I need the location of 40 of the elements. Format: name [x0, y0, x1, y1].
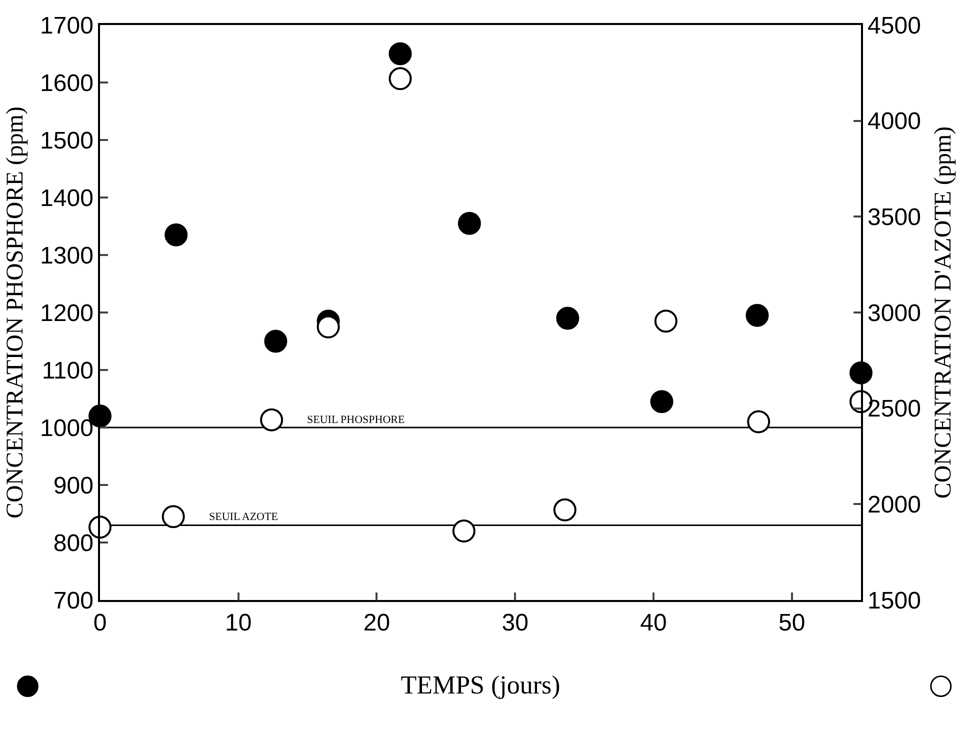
y-tick-label: 1500	[40, 127, 94, 154]
y-tick-label: 1000	[40, 414, 94, 442]
ref-line-label: SEUIL AZOTE	[209, 511, 278, 523]
ref-line-label: SEUIL PHOSPHORE	[307, 414, 405, 426]
point	[458, 212, 481, 235]
y2-tick-label: 2000	[868, 492, 921, 519]
point	[260, 408, 284, 432]
y-tick-label: 1100	[42, 357, 94, 384]
y2-tick-label: 4000	[868, 108, 921, 136]
y-tick-label: 1200	[40, 300, 94, 327]
point	[388, 42, 412, 66]
y-tick-label: 1300	[40, 242, 94, 270]
x-tick-label: 50	[778, 610, 806, 637]
y-tick-label: 1700	[40, 12, 94, 40]
y2-tick-label: 4500	[868, 12, 921, 40]
point	[556, 306, 580, 330]
y-tick-label: 900	[53, 472, 94, 500]
x-tick-label: 10	[225, 610, 252, 637]
x-tick-label: 40	[640, 610, 667, 637]
y-axis-title: CONCENTRATION PHOSPHORE (ppm)	[2, 106, 29, 519]
y2-tick-label: 1500	[868, 587, 921, 614]
point	[164, 223, 188, 246]
point	[264, 330, 288, 353]
y2-tick-label: 3500	[868, 204, 921, 232]
y-tick-label: 1400	[40, 184, 94, 212]
point	[747, 410, 770, 434]
point	[746, 304, 769, 327]
point	[316, 315, 340, 338]
y2-axis-title: CONCENTRATION D'AZOTE (ppm)	[930, 126, 957, 499]
x-tick-label: 20	[363, 610, 390, 637]
x-tick-label: 0	[93, 610, 107, 637]
y2-tick-label: 2500	[868, 396, 921, 423]
y-tick-label: 1600	[40, 70, 94, 97]
x-axis-title: TEMPS (jours)	[400, 670, 560, 700]
point	[850, 361, 872, 384]
x-tick-label: 30	[502, 610, 528, 637]
y-tick-label: 800	[53, 530, 94, 557]
point	[650, 390, 674, 414]
y-tick-label: 700	[53, 587, 94, 614]
y2-tick-label: 3000	[868, 300, 921, 327]
